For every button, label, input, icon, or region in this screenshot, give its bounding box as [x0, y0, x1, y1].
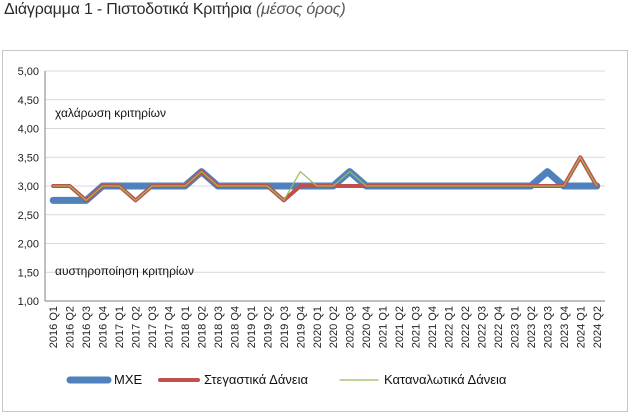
legend-label-housing: Στεγαστικά Δάνεια [204, 372, 309, 387]
y-tick-label: 1,00 [18, 296, 39, 308]
x-tick-label: 2020 Q3 [345, 306, 357, 348]
legend-label-consumer: Καταναλωτικά Δάνεια [384, 372, 507, 387]
x-tick-label: 2023 Q4 [559, 306, 571, 348]
x-tick-label: 2017 Q3 [147, 306, 159, 348]
x-tick-label: 2020 Q4 [361, 306, 373, 348]
x-tick-label: 2021 Q2 [394, 306, 406, 348]
x-tick-label: 2021 Q3 [411, 306, 423, 348]
series-line-housing [51, 155, 599, 203]
x-tick-label: 2019 Q1 [246, 306, 258, 348]
legend-label-mxe: ΜΧΕ [114, 372, 143, 387]
y-tick-label: 4,00 [18, 124, 39, 136]
x-tick-label: 2019 Q4 [295, 306, 307, 348]
chart-title: Διάγραμμα 1 - Πιστοδοτικά Κριτήρια (μέσο… [4, 1, 346, 19]
x-tick-label: 2024 Q1 [575, 306, 587, 348]
x-tick-label: 2016 Q1 [48, 306, 60, 348]
x-tick-label: 2023 Q3 [542, 306, 554, 348]
x-tick-label: 2018 Q2 [196, 306, 208, 348]
x-tick-label: 2019 Q3 [279, 306, 291, 348]
y-tick-label: 2,00 [18, 239, 39, 251]
x-tick-label: 2016 Q2 [65, 306, 77, 348]
x-tick-label: 2021 Q1 [378, 306, 390, 348]
y-tick-label: 3,50 [18, 152, 39, 164]
x-tick-label: 2023 Q2 [526, 306, 538, 348]
chart-title-main: Διάγραμμα 1 - Πιστοδοτικά Κριτήρια [4, 1, 252, 18]
x-tick-label: 2022 Q4 [493, 306, 505, 348]
grid-lines [44, 70, 605, 302]
x-tick-label: 2022 Q1 [444, 306, 456, 348]
x-tick-label: 2018 Q4 [229, 306, 241, 348]
x-tick-label: 2017 Q2 [131, 306, 143, 348]
x-axis-ticks: 2016 Q1 2016 Q2 2016 Q3 2016 Q4 2017 Q1 2017 … [48, 306, 604, 348]
x-tick-label: 2020 Q1 [312, 306, 324, 348]
x-tick-label: 2016 Q4 [98, 306, 110, 348]
x-tick-label: 2022 Q3 [476, 306, 488, 348]
x-tick-label: 2016 Q3 [81, 306, 93, 348]
x-tick-label: 2020 Q2 [328, 306, 340, 348]
chart-frame [2, 50, 628, 412]
x-tick-label: 2023 Q1 [509, 306, 521, 348]
series-lines [49, 155, 601, 204]
y-tick-label: 4,50 [18, 95, 39, 107]
x-tick-label: 2018 Q1 [180, 306, 192, 348]
legend: ΜΧΕ Στεγαστικά Δάνεια Καταναλωτικά Δάνεια [66, 372, 507, 387]
annotation-tightening: αυστηροποίηση κριτηρίων [55, 264, 194, 278]
y-tick-label: 1,50 [18, 267, 39, 279]
chart-title-sub: (μέσος όρος) [255, 1, 346, 18]
series-line-consumer [52, 156, 598, 201]
x-tick-label: 2022 Q2 [460, 306, 472, 348]
y-tick-label: 3,00 [18, 181, 39, 193]
x-tick-label: 2019 Q2 [262, 306, 274, 348]
y-tick-label: 2,50 [18, 210, 39, 222]
x-tick-label: 2017 Q4 [164, 306, 176, 348]
y-axis-ticks: 1,00 1,50 2,00 2,50 3,00 3,50 4,00 4,50 5,00 [18, 66, 39, 308]
x-tick-label: 2017 Q1 [114, 306, 126, 348]
x-tick-label: 2018 Q3 [213, 306, 225, 348]
x-tick-label: 2021 Q4 [427, 306, 439, 348]
x-tick-label: 2024 Q2 [592, 306, 604, 348]
annotation-easing: χαλάρωση κριτηρίων [55, 106, 166, 120]
y-tick-label: 5,00 [18, 66, 39, 78]
